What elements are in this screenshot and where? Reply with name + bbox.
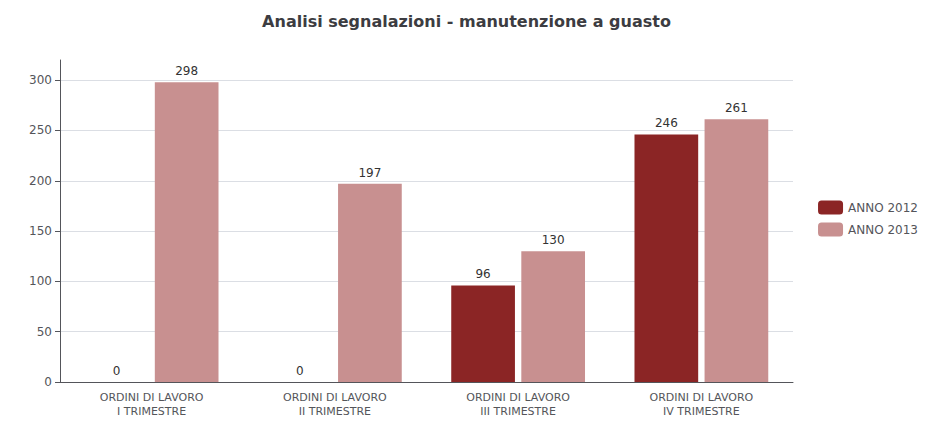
svg-text:ANNO 2012: ANNO 2012	[848, 201, 918, 215]
svg-text:ORDINI DI LAVORO: ORDINI DI LAVORO	[100, 391, 204, 404]
svg-text:197: 197	[358, 166, 381, 180]
svg-text:200: 200	[29, 174, 52, 188]
svg-text:I TRIMESTRE: I TRIMESTRE	[117, 405, 186, 418]
svg-text:ORDINI DI LAVORO: ORDINI DI LAVORO	[466, 391, 570, 404]
svg-text:II TRIMESTRE: II TRIMESTRE	[299, 405, 371, 418]
svg-text:ORDINI DI LAVORO: ORDINI DI LAVORO	[283, 391, 387, 404]
svg-text:Analisi segnalazioni - manuten: Analisi segnalazioni - manutenzione a gu…	[262, 12, 671, 31]
svg-text:150: 150	[29, 224, 52, 238]
svg-text:300: 300	[29, 73, 52, 87]
svg-text:130: 130	[542, 233, 565, 247]
svg-text:III TRIMESTRE: III TRIMESTRE	[480, 405, 556, 418]
svg-text:100: 100	[29, 274, 52, 288]
svg-text:ORDINI DI LAVORO: ORDINI DI LAVORO	[650, 391, 754, 404]
svg-text:ANNO 2013: ANNO 2013	[848, 223, 918, 237]
svg-text:250: 250	[29, 123, 52, 137]
svg-text:50: 50	[37, 325, 52, 339]
svg-text:0: 0	[296, 364, 304, 378]
svg-text:298: 298	[175, 64, 198, 78]
svg-text:96: 96	[475, 267, 490, 281]
svg-text:261: 261	[725, 101, 748, 115]
svg-text:246: 246	[655, 116, 678, 130]
svg-text:0: 0	[44, 375, 52, 389]
svg-text:0: 0	[113, 364, 121, 378]
svg-text:IV TRIMESTRE: IV TRIMESTRE	[663, 405, 740, 418]
